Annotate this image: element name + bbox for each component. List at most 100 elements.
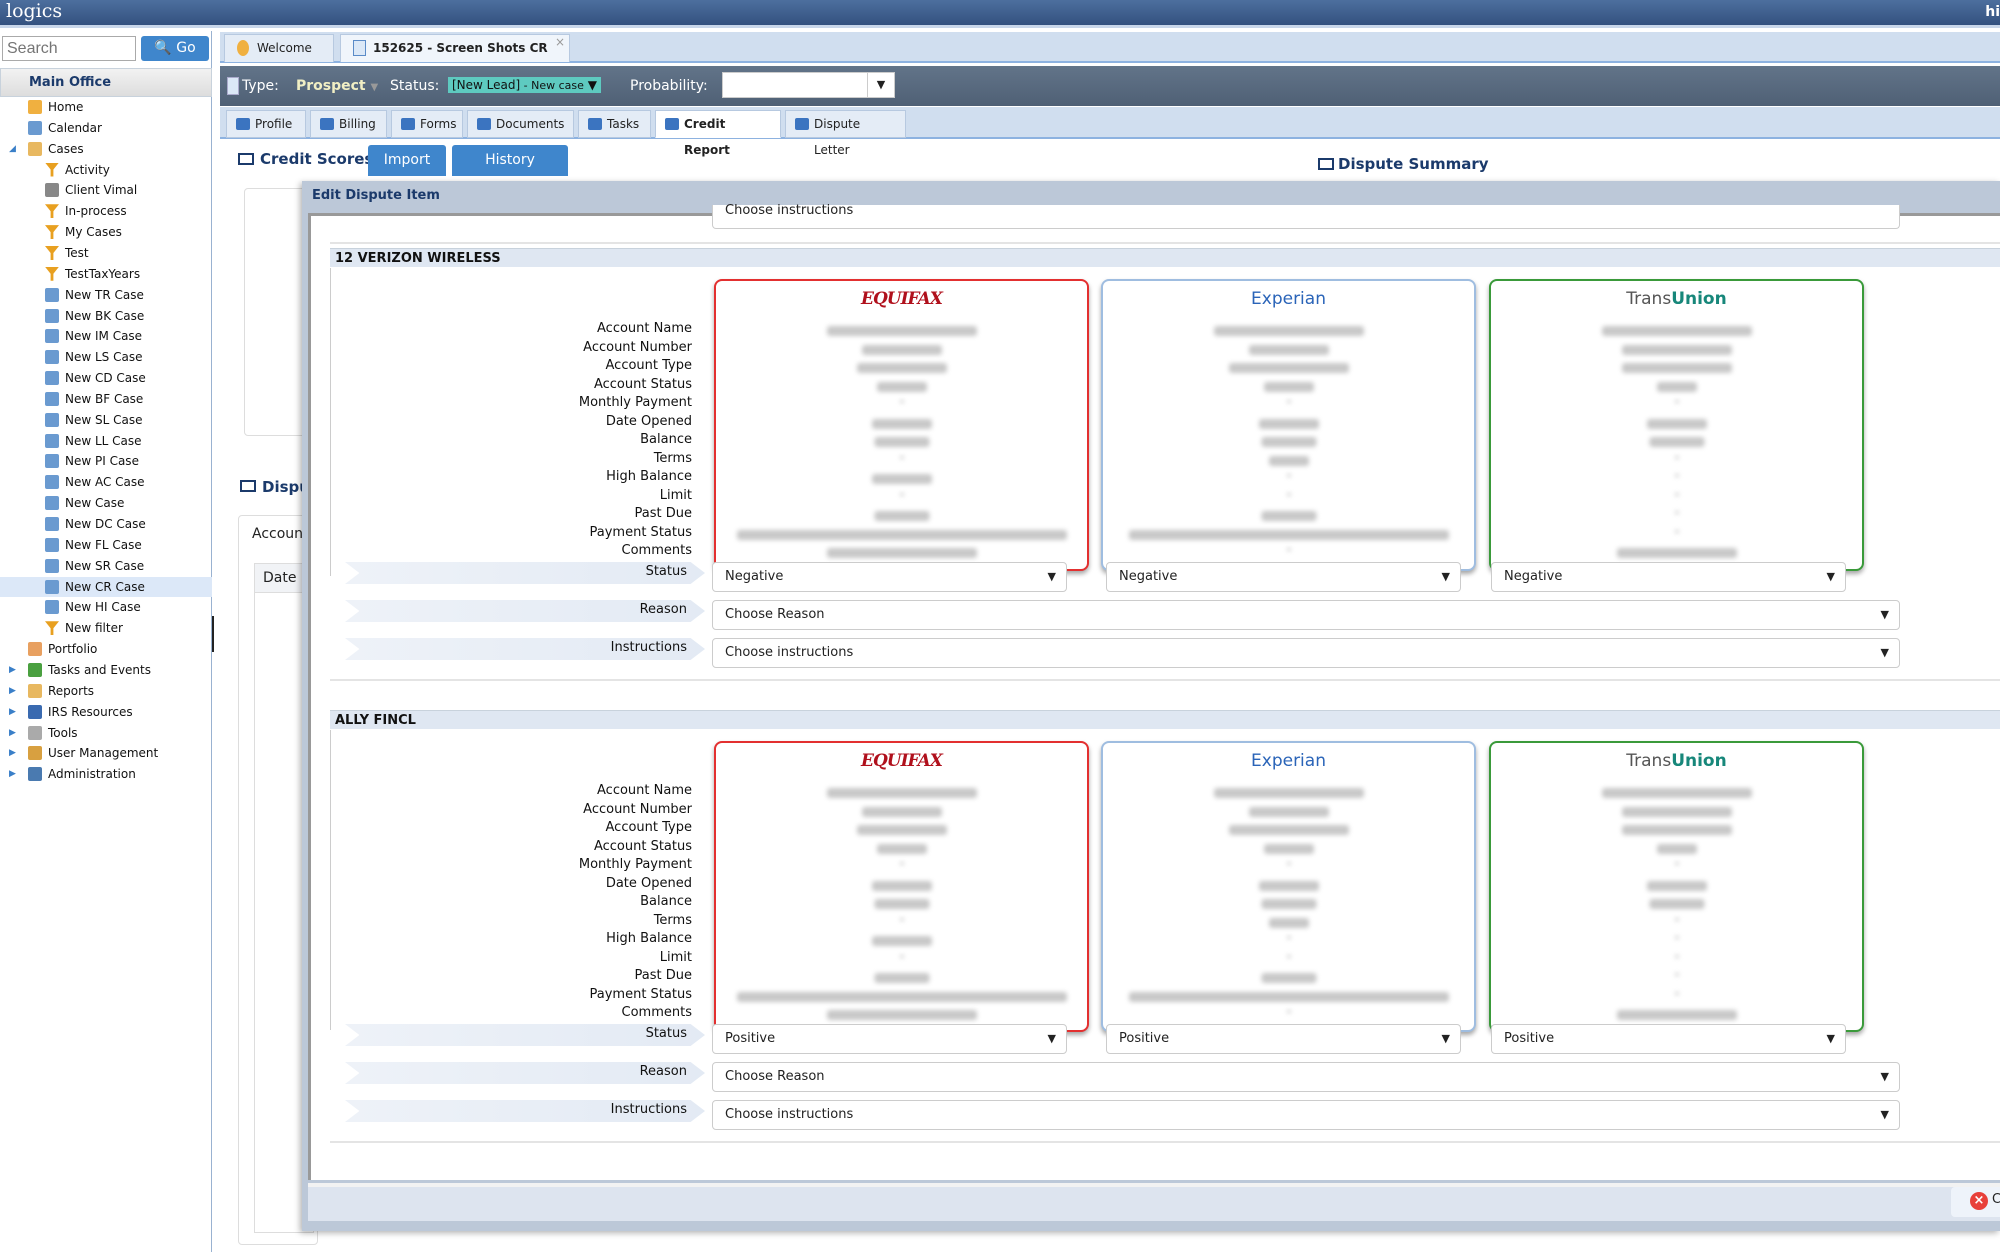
status-dropdown[interactable]: [New Lead] - New case ▼ [448,77,601,93]
subtab-dispute-letter[interactable]: Dispute Letter [785,110,906,157]
expand-arrow-icon[interactable]: ▶ [9,769,16,780]
reason-select[interactable]: Choose Reason ▼ [712,600,1900,630]
gear-icon [28,725,42,740]
sidebar-item-cases[interactable]: ◢ Cases [0,139,212,159]
instructions-select[interactable]: Choose instructions ▼ [712,1100,1900,1130]
type-dropdown[interactable]: Prospect ▼ [296,78,379,94]
reason-select[interactable]: Choose Reason ▼ [712,1062,1900,1092]
expand-arrow-icon[interactable]: ▶ [9,664,16,675]
redacted-value [876,381,927,392]
redacted-value [1646,418,1707,429]
redacted-value [874,511,929,521]
field-label: Balance [640,432,692,447]
sidebar-item-label: Tasks and Events [48,662,151,677]
sidebar-item-new-dc-case[interactable]: New DC Case [0,514,212,534]
sidebar-item-new-im-case[interactable]: New IM Case [0,326,212,346]
sidebar-item-in-process[interactable]: In-process [0,201,212,221]
sidebar-item-new-pi-case[interactable]: New PI Case [0,451,212,471]
sidebar-item-new-case[interactable]: New Case [0,493,212,513]
status-select[interactable]: Negative ▼ [1106,562,1461,592]
sidebar-item-new-ac-case[interactable]: New AC Case [0,472,212,492]
monitor-icon [238,153,254,165]
expand-arrow-icon[interactable]: ▶ [9,685,16,696]
document-icon [353,40,366,56]
subtab-documents[interactable]: Documents [467,110,574,138]
user-greeting[interactable]: hi [1985,4,2000,20]
subtab-profile[interactable]: Profile [226,110,306,138]
sidebar-item-home[interactable]: Home [0,97,212,117]
sidebar-item-new-ls-case[interactable]: New LS Case [0,347,212,367]
close-label: C [1992,1192,2000,1207]
subtab-billing[interactable]: Billing [310,110,387,138]
sidebar-item-user-management[interactable]: ▶ User Management [0,743,212,763]
sidebar-item-calendar[interactable]: Calendar [0,118,212,138]
status-select[interactable]: Positive ▼ [1491,1024,1846,1054]
tree-root-main-office[interactable]: Main Office [0,68,212,97]
field-label: Past Due [634,506,692,521]
status-label: Status [345,562,705,584]
sidebar-splitter[interactable] [212,616,216,652]
sidebar-item-portfolio[interactable]: Portfolio [0,639,212,659]
sidebar-item-tools[interactable]: ▶ Tools [0,723,212,743]
equifax-card: EQUIFAX [714,741,1089,1032]
sidebar-item-label: New CR Case [65,579,145,594]
status-select[interactable]: Negative ▼ [1491,562,1846,592]
status-select[interactable]: Negative ▼ [712,562,1067,592]
dispute-summary-text: Dispute Summary [1338,155,1489,173]
status-select[interactable]: Positive ▼ [712,1024,1067,1054]
sidebar-item-administration[interactable]: ▶ Administration [0,764,212,784]
sidebar-item-test[interactable]: Test [0,243,212,263]
go-label: Go [176,40,196,56]
redacted-value [1646,880,1707,891]
sidebar-item-new-bf-case[interactable]: New BF Case [0,389,212,409]
sidebar-item-new-ll-case[interactable]: New LL Case [0,431,212,451]
go-button[interactable]: 🔍 Go [141,36,209,61]
new-case-icon [45,475,59,490]
redacted-value [1268,455,1309,466]
sidebar-item-new-tr-case[interactable]: New TR Case [0,285,212,305]
expand-arrow-icon[interactable]: ◢ [9,143,16,154]
sidebar-item-tasks-and-events[interactable]: ▶ Tasks and Events [0,660,212,680]
sidebar-item-irs-resources[interactable]: ▶ IRS Resources [0,702,212,722]
sidebar-item-client-vimal[interactable]: Client Vimal [0,180,212,200]
search-input[interactable] [2,36,136,61]
chevron-down-icon: ▼ [1441,1032,1450,1045]
probability-dropdown[interactable]: ▼ [722,72,895,98]
sidebar-item-new-fl-case[interactable]: New FL Case [0,535,212,555]
previous-instructions-select[interactable]: Choose instructions [712,203,1900,229]
tab-welcome[interactable]: Welcome [224,34,334,62]
expand-arrow-icon[interactable]: ▶ [9,706,16,717]
subtab-tasks[interactable]: Tasks [578,110,651,138]
subtab-credit-report[interactable]: Credit Report [655,110,781,157]
sidebar-item-my-cases[interactable]: My Cases [0,222,212,242]
sidebar-item-label: My Cases [65,225,122,240]
status-select[interactable]: Positive ▼ [1106,1024,1461,1054]
subtab-forms[interactable]: Forms [391,110,463,138]
sidebar-item-label: Test [65,245,89,260]
sidebar-item-new-hi-case[interactable]: New HI Case [0,597,212,617]
sidebar-item-reports[interactable]: ▶ Reports [0,681,212,701]
sidebar-item-new-filter[interactable]: New filter [0,618,212,638]
sidebar-item-activity[interactable]: Activity [0,160,212,180]
instructions-select[interactable]: Choose instructions ▼ [712,638,1900,668]
sidebar-item-new-cd-case[interactable]: New CD Case [0,368,212,388]
monitor-icon [240,480,256,492]
redacted-value [1248,344,1329,355]
sidebar-item-new-bk-case[interactable]: New BK Case [0,306,212,326]
field-label: High Balance [606,931,692,946]
billing-icon [320,118,334,130]
tab-case[interactable]: 152625 - Screen Shots CR × [340,34,570,62]
import-tab[interactable]: Import [368,145,446,176]
expand-arrow-icon[interactable]: ▶ [9,727,16,738]
select-value: Positive [725,1031,776,1046]
history-tab[interactable]: History [452,145,568,176]
sidebar-item-new-cr-case[interactable]: New CR Case [0,576,212,597]
field-label: Monthly Payment [578,857,692,872]
sidebar-item-new-sr-case[interactable]: New SR Case [0,556,212,576]
expand-arrow-icon[interactable]: ▶ [9,748,16,759]
redacted-value [826,326,977,336]
experian-logo: Experian [1251,289,1326,309]
close-tab-icon[interactable]: × [554,35,565,49]
sidebar-item-testtaxyears[interactable]: TestTaxYears [0,264,212,284]
sidebar-item-new-sl-case[interactable]: New SL Case [0,410,212,430]
